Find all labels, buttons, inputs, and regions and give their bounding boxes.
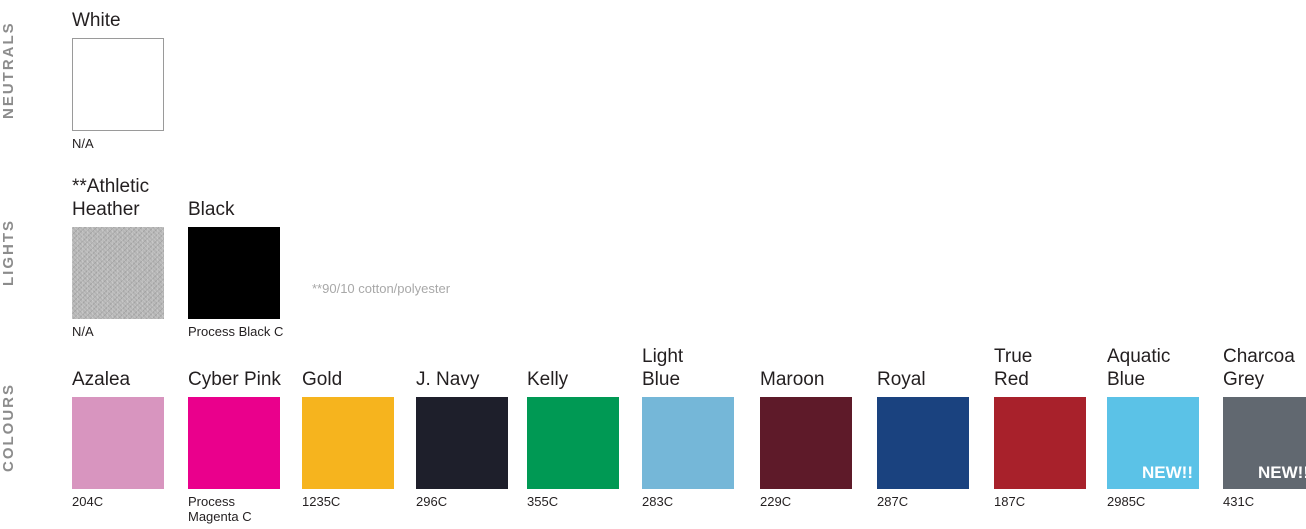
swatch-name: Aquatic Blue [1107,346,1171,390]
color-swatch[interactable] [642,397,734,489]
swatch-name: True Red [994,346,1033,390]
swatch-maroon[interactable]: Maroon 229C [760,369,872,509]
pantone-code: Process Magenta C [188,494,252,524]
color-swatch[interactable] [302,397,394,489]
color-swatch[interactable] [877,397,969,489]
swatch-name: Charcoa Grey [1223,346,1295,390]
swatch-name: Royal [877,369,926,390]
swatch-name: Gold [302,369,343,390]
swatch-athletic-heather[interactable]: **Athletic Heather N/A [72,176,184,339]
swatch-royal[interactable]: Royal 287C [877,369,989,509]
pantone-code: 187C [994,494,1026,509]
pantone-code: N/A [72,136,94,151]
swatch-name: J. Navy [416,369,480,390]
swatch-cyber-pink[interactable]: Cyber Pink Process Magenta C [188,369,300,524]
swatch-name: Kelly [527,369,569,390]
swatch-white[interactable]: White N/A [72,10,184,151]
pantone-code: 287C [877,494,909,509]
pantone-code: N/A [72,324,94,339]
pantone-code: Process Black C [188,324,284,339]
pantone-code: 431C [1223,494,1255,509]
swatch-light-blue[interactable]: Light Blue 283C [642,346,754,509]
color-swatch[interactable] [760,397,852,489]
color-swatch[interactable] [188,397,280,489]
color-swatch[interactable] [72,38,164,131]
pantone-code: 1235C [302,494,341,509]
color-swatch[interactable] [72,397,164,489]
pantone-code: 283C [642,494,674,509]
swatch-azalea[interactable]: Azalea 204C [72,369,184,509]
new-badge: NEW!! [1258,463,1306,482]
swatch-name: Cyber Pink [188,369,281,390]
swatch-j-navy[interactable]: J. Navy 296C [416,369,528,509]
pantone-code: 204C [72,494,104,509]
swatch-gold[interactable]: Gold 1235C [302,369,414,509]
swatch-name: Azalea [72,369,131,390]
color-swatch[interactable] [416,397,508,489]
pantone-code: 296C [416,494,448,509]
color-swatch[interactable]: NEW!! [1107,397,1199,489]
pantone-code: 355C [527,494,559,509]
color-swatch[interactable] [527,397,619,489]
section-label-colours: COLOURS [0,383,17,472]
color-swatch[interactable] [188,227,280,319]
swatch-black[interactable]: Black Process Black C [188,199,300,339]
swatch-aquatic-blue[interactable]: Aquatic Blue NEW!! 2985C [1107,346,1219,509]
section-label-lights: LIGHTS [0,219,17,286]
swatch-name: Maroon [760,369,825,390]
color-swatch[interactable] [994,397,1086,489]
section-label-neutrals: NEUTRALS [0,21,17,120]
color-swatch[interactable] [72,227,164,319]
swatch-name: **Athletic Heather [72,176,150,220]
swatch-kelly[interactable]: Kelly 355C [527,369,639,509]
swatch-name: Light Blue [642,346,684,390]
fabric-note: **90/10 cotton/polyester [312,281,451,296]
swatch-true-red[interactable]: True Red 187C [994,346,1106,509]
swatch-name: Black [188,199,235,220]
pantone-code: 2985C [1107,494,1146,509]
swatch-name: White [72,10,121,31]
swatch-charcoa-grey[interactable]: Charcoa Grey NEW!! 431C [1223,346,1306,509]
pantone-code: 229C [760,494,792,509]
new-badge: NEW!! [1142,463,1193,482]
color-swatch[interactable]: NEW!! [1223,397,1306,489]
